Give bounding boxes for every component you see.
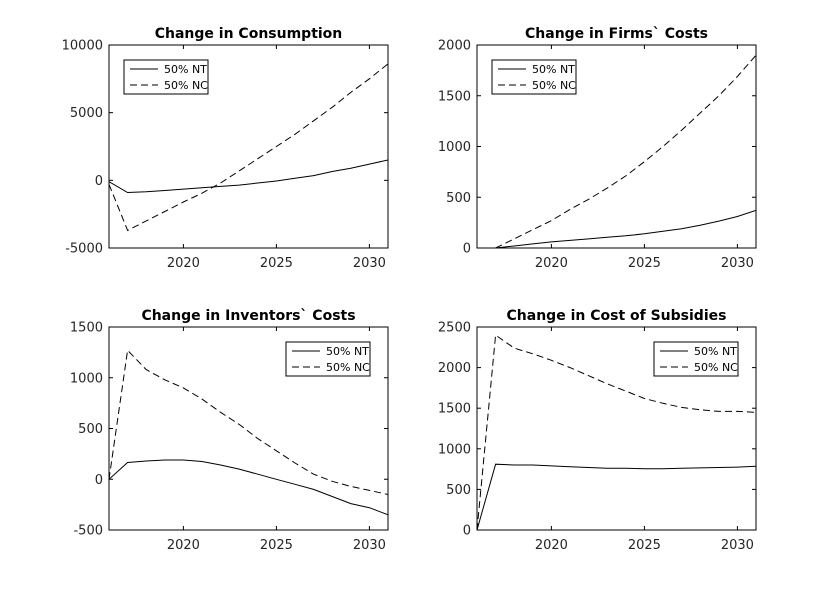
legend-box [123,59,209,95]
x-tick-label: 2030 [353,538,386,553]
legend: 50% NT 50% NC [123,59,209,95]
x-tick-label: 2020 [167,256,200,271]
legend-label: 50% NC [326,361,370,374]
x-tick-label: 2030 [721,256,754,271]
legend: 50% NT 50% NC [285,341,371,377]
legend-label: 50% NT [694,345,737,358]
series-line-nt [109,159,388,194]
chart-title: Change in Inventors` Costs [141,308,355,324]
y-tick-label: 0 [463,242,471,257]
y-tick-label: 10000 [62,39,103,54]
plot-area-frame [108,44,389,249]
y-tick-label: 1500 [438,402,471,417]
y-tick-label: -500 [73,524,103,539]
y-tick-label: 2000 [438,39,471,54]
x-tick-label: 2025 [260,538,293,553]
x-tick-label: 2020 [535,538,568,553]
y-tick-label: 1000 [70,371,103,386]
y-tick-label: 500 [446,483,471,498]
legend-label: 50% NT [326,345,369,358]
y-tick-label: 1000 [438,140,471,155]
legend-label: 50% NT [532,63,575,76]
y-tick-label: 0 [463,524,471,539]
plot-area-frame [476,326,757,531]
chart-title: Change in Cost of Subsidies [507,308,727,324]
x-tick-label: 2025 [260,256,293,271]
x-tick-label: 2025 [628,256,661,271]
series-line-nt [477,463,756,530]
y-tick-label: 0 [95,174,103,189]
x-tick-label: 2020 [167,538,200,553]
chart-panel-1: Change in Consumption -5000 0 5000 10000 2020… [62,26,389,271]
chart-panel-4: Change in Cost of Subsidies 0 500 1000 1500 2… [438,308,757,553]
legend-label: 50% NC [164,79,208,92]
y-tick-label: 5000 [70,106,103,121]
series-line-nt [495,209,756,248]
legend-box [285,341,371,377]
y-tick-label: 2000 [438,361,471,376]
y-tick-label: 0 [95,473,103,488]
y-tick-label: 500 [78,422,103,437]
chart-title: Change in Firms` Costs [525,26,708,42]
y-tick-label: -5000 [65,242,103,257]
legend-label: 50% NT [164,63,207,76]
legend-box [491,59,577,95]
series-line-nc [109,349,388,495]
chart-title: Change in Consumption [155,26,343,42]
legend: 50% NT 50% NC [491,59,577,95]
x-tick-label: 2030 [721,538,754,553]
legend-label: 50% NC [532,79,576,92]
legend-label: 50% NC [694,361,738,374]
chart-panel-3: Change in Inventors` Costs -500 0 500 1000 15… [70,308,389,553]
x-tick-label: 2020 [535,256,568,271]
y-tick-label: 1500 [438,89,471,104]
y-tick-label: 1000 [438,442,471,457]
legend-box [653,341,739,377]
series-line-nc [477,334,756,530]
series-line-nt [109,459,388,516]
series-line-nc [109,63,388,232]
x-tick-label: 2030 [353,256,386,271]
x-tick-label: 2025 [628,538,661,553]
series-line-nc [495,54,756,248]
chart-panel-2: Change in Firms` Costs 0 500 1000 1500 2000 20… [438,26,757,271]
legend: 50% NT 50% NC [653,341,739,377]
y-tick-label: 1500 [70,321,103,336]
y-tick-label: 500 [446,191,471,206]
y-tick-label: 2500 [438,321,471,336]
